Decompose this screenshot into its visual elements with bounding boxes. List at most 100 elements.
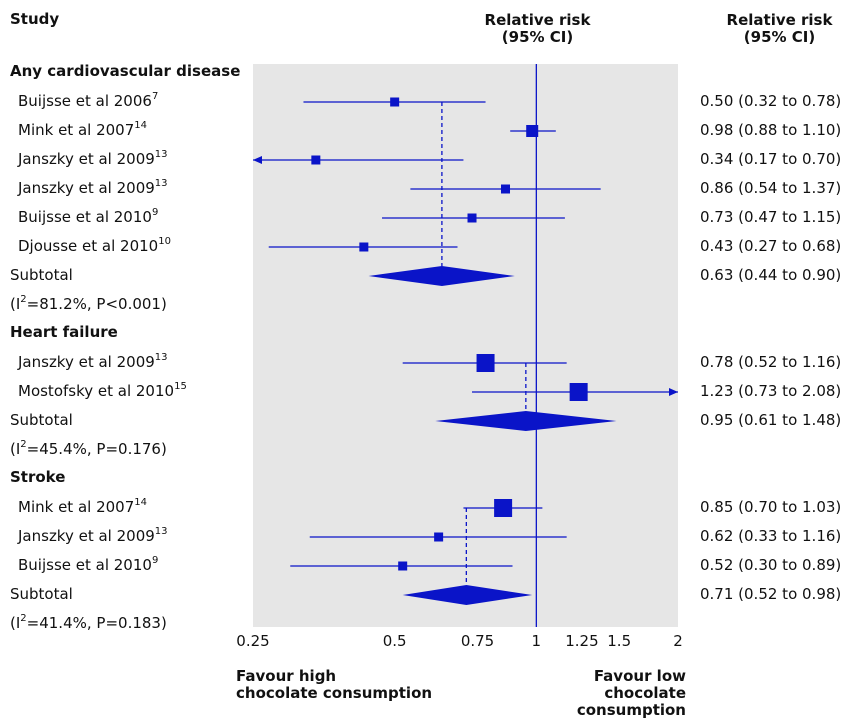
x-tick-label: 1 bbox=[531, 632, 542, 650]
study-column-header: Study bbox=[10, 10, 60, 28]
point-estimate bbox=[501, 184, 511, 194]
x-tick-label: 0.5 bbox=[382, 632, 407, 650]
study-label: Buijsse et al 20109 bbox=[18, 207, 159, 226]
study-reference: 15 bbox=[174, 381, 187, 392]
point-estimate bbox=[526, 125, 539, 137]
point-estimate bbox=[359, 242, 369, 252]
subtotal-diamond bbox=[368, 266, 515, 286]
study-ci-value: 0.78 (0.52 to 1.16) bbox=[700, 353, 842, 371]
study-author: Janszky et al 2009 bbox=[18, 353, 155, 371]
group-heading: Stroke bbox=[10, 468, 66, 486]
x-tick-label: 1.25 bbox=[565, 632, 599, 650]
point-estimate bbox=[467, 213, 477, 223]
study-reference: 13 bbox=[154, 149, 168, 160]
study-label: Mostofsky et al 201015 bbox=[18, 381, 187, 400]
study-ci-value: 0.85 (0.70 to 1.03) bbox=[700, 498, 842, 516]
study-label: Mink et al 200714 bbox=[18, 120, 147, 139]
subtotal-diamond bbox=[402, 585, 533, 605]
heterogeneity-label: (I2=41.4%, P=0.183) bbox=[10, 613, 167, 632]
plot-column-header: Relative risk (95% CI) bbox=[470, 12, 605, 46]
study-label: Janszky et al 200913 bbox=[18, 526, 168, 545]
group-heading: Heart failure bbox=[10, 323, 118, 341]
plot-header-line1: Relative risk bbox=[484, 11, 591, 29]
het-stats: =41.4%, P=0.183) bbox=[26, 614, 167, 632]
study-label: Djousse et al 201010 bbox=[18, 236, 171, 255]
heterogeneity-label: (I2=45.4%, P=0.176) bbox=[10, 439, 167, 458]
study-ci-value: 0.98 (0.88 to 1.10) bbox=[700, 121, 842, 139]
ci-column-header: Relative risk (95% CI) bbox=[712, 12, 847, 46]
ci-arrow-right bbox=[669, 388, 678, 396]
het-superscript: 2 bbox=[20, 613, 27, 624]
point-estimate bbox=[311, 155, 321, 165]
study-ci-value: 0.86 (0.54 to 1.37) bbox=[700, 179, 842, 197]
study-author: Buijsse et al 2006 bbox=[18, 92, 152, 110]
study-reference: 9 bbox=[151, 555, 159, 566]
plot-background bbox=[253, 64, 678, 627]
group-heading: Any cardiovascular disease bbox=[10, 62, 241, 80]
favour-high-label: Favour high chocolate consumption bbox=[236, 668, 432, 702]
favour-low-line2: consumption bbox=[576, 701, 686, 719]
study-author: Buijsse et al 2010 bbox=[18, 556, 152, 574]
forest-plot bbox=[253, 64, 678, 627]
het-superscript: 2 bbox=[20, 439, 27, 450]
subtotal-diamond bbox=[435, 411, 617, 431]
study-reference: 13 bbox=[154, 352, 168, 363]
het-stats: =81.2%, P<0.001) bbox=[26, 295, 167, 313]
ci-arrow-left bbox=[253, 156, 262, 164]
point-estimate bbox=[494, 499, 513, 517]
study-label: Buijsse et al 20109 bbox=[18, 555, 159, 574]
study-label: Buijsse et al 20067 bbox=[18, 91, 159, 110]
subtotal-ci-value: 0.71 (0.52 to 0.98) bbox=[700, 585, 842, 603]
study-ci-value: 0.34 (0.17 to 0.70) bbox=[700, 150, 842, 168]
study-reference: 9 bbox=[151, 207, 159, 218]
study-author: Mink et al 2007 bbox=[18, 498, 135, 516]
point-estimate bbox=[390, 97, 400, 107]
x-tick-label: 1.5 bbox=[607, 632, 632, 650]
het-stats: =45.4%, P=0.176) bbox=[26, 440, 167, 458]
heterogeneity-label: (I2=81.2%, P<0.001) bbox=[10, 294, 167, 313]
subtotal-label: Subtotal bbox=[10, 411, 73, 429]
favour-high-line1: Favour high bbox=[236, 667, 337, 685]
point-estimate bbox=[569, 383, 588, 401]
ci-header-line1: Relative risk bbox=[726, 11, 833, 29]
study-author: Mostofsky et al 2010 bbox=[18, 382, 175, 400]
study-ci-value: 0.50 (0.32 to 0.78) bbox=[700, 92, 842, 110]
x-tick-label: 0.25 bbox=[236, 632, 270, 650]
study-ci-value: 0.52 (0.30 to 0.89) bbox=[700, 556, 842, 574]
study-author: Janszky et al 2009 bbox=[18, 527, 155, 545]
study-label: Janszky et al 200913 bbox=[18, 352, 168, 371]
het-prefix: (I bbox=[10, 295, 21, 313]
study-ci-value: 0.43 (0.27 to 0.68) bbox=[700, 237, 842, 255]
subtotal-label: Subtotal bbox=[10, 585, 73, 603]
favour-low-label: Favour low chocolate consumption bbox=[516, 668, 686, 719]
study-author: Djousse et al 2010 bbox=[18, 237, 159, 255]
study-reference: 10 bbox=[158, 236, 171, 247]
study-reference: 14 bbox=[134, 497, 147, 508]
study-author: Janszky et al 2009 bbox=[18, 150, 155, 168]
study-ci-value: 0.62 (0.33 to 1.16) bbox=[700, 527, 842, 545]
study-label: Mink et al 200714 bbox=[18, 497, 147, 516]
study-reference: 13 bbox=[154, 178, 168, 189]
study-reference: 13 bbox=[154, 526, 168, 537]
point-estimate bbox=[398, 561, 408, 571]
x-tick-label: 0.75 bbox=[460, 632, 495, 650]
favour-low-line1: Favour low chocolate bbox=[593, 667, 686, 702]
x-tick-label: 2 bbox=[673, 632, 683, 650]
ci-header-line2: (95% CI) bbox=[743, 28, 816, 46]
study-label: Janszky et al 200913 bbox=[18, 178, 168, 197]
study-author: Janszky et al 2009 bbox=[18, 179, 155, 197]
point-estimate bbox=[434, 532, 444, 542]
study-reference: 7 bbox=[151, 91, 159, 102]
het-superscript: 2 bbox=[20, 294, 27, 305]
het-prefix: (I bbox=[10, 614, 21, 632]
subtotal-label: Subtotal bbox=[10, 266, 73, 284]
study-ci-value: 0.73 (0.47 to 1.15) bbox=[700, 208, 842, 226]
het-prefix: (I bbox=[10, 440, 21, 458]
study-ci-value: 1.23 (0.73 to 2.08) bbox=[700, 382, 842, 400]
study-author: Buijsse et al 2010 bbox=[18, 208, 152, 226]
study-label: Janszky et al 200913 bbox=[18, 149, 168, 168]
subtotal-ci-value: 0.95 (0.61 to 1.48) bbox=[700, 411, 842, 429]
favour-high-line2: chocolate consumption bbox=[236, 684, 433, 702]
plot-header-line2: (95% CI) bbox=[501, 28, 574, 46]
study-reference: 14 bbox=[134, 120, 147, 131]
